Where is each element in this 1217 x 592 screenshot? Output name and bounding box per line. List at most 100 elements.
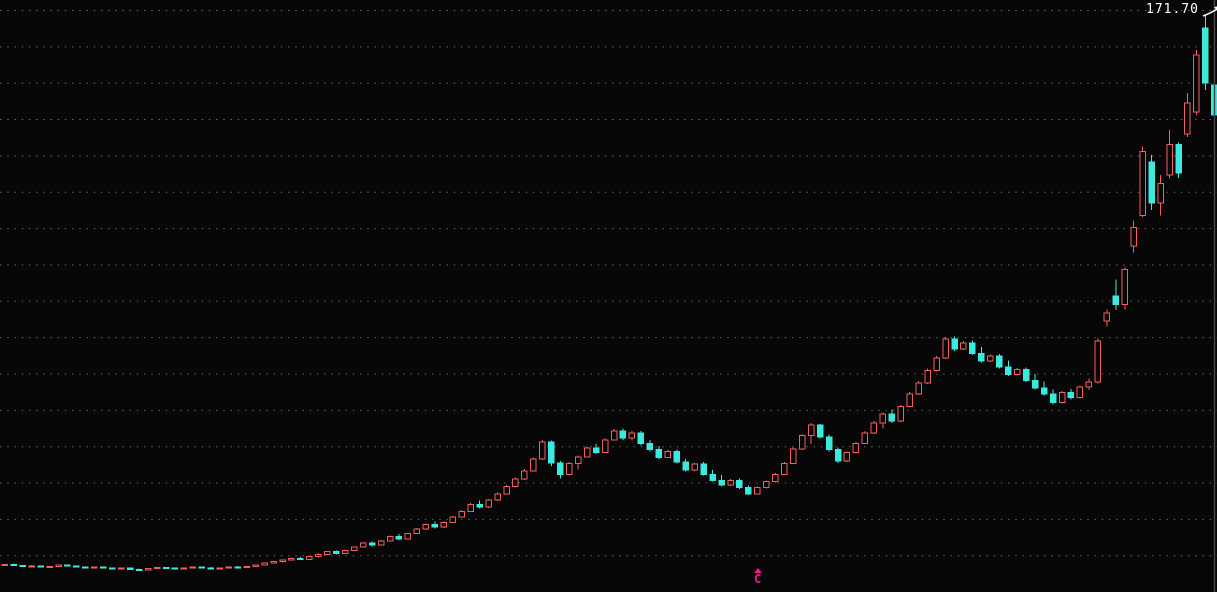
candle [834,447,842,463]
candle [189,566,197,569]
candle [100,566,107,569]
candle [951,336,958,352]
candle [1166,129,1173,179]
candle [1040,381,1048,396]
candle [413,528,421,535]
candle [664,450,672,459]
candle [126,567,134,570]
candle [816,423,824,439]
candle [1013,367,1021,376]
candle [395,534,403,540]
candle [1022,367,1030,383]
candle [1005,360,1012,377]
candle [574,455,582,470]
candle [1031,374,1039,390]
candle [807,423,815,444]
candle [1175,142,1182,178]
latest-price-label: 171.70 [1146,2,1199,17]
candle [557,460,564,479]
candle [64,564,71,567]
candle [906,392,913,408]
candle [888,409,896,424]
candle [772,472,779,483]
latest-price-annotation: 171.70 [1146,3,1217,18]
candle [261,562,268,566]
candle [28,565,35,568]
candle [610,429,618,441]
candle [467,503,474,512]
candle [754,486,761,495]
candle [359,542,367,548]
candle [825,434,833,452]
candle [243,565,250,568]
event-marker-symbol: C [754,572,762,586]
candle [333,550,340,555]
candle [709,470,716,482]
candle [700,462,707,476]
up-right-arrow-icon [1202,6,1217,17]
candle [763,480,770,489]
candle [422,523,430,531]
candle [458,509,465,518]
candle [852,441,860,454]
event-marker-triangle-icon [753,568,762,573]
candle [646,439,654,452]
candle [789,447,797,465]
candle [978,347,985,363]
candle [798,433,806,451]
candle [682,458,689,472]
candle [476,500,483,509]
candle [521,469,528,480]
candle [144,567,152,571]
candle [180,567,188,570]
candle [297,557,304,561]
candle [55,564,62,567]
candle [637,431,645,446]
candle [324,550,331,555]
candle [135,568,143,571]
candle [655,446,663,459]
candle [288,557,295,561]
candle [73,565,80,568]
candle [279,559,286,563]
candle [583,446,591,458]
candle [924,368,931,384]
candle [843,451,851,463]
candle [1076,385,1084,399]
candle [1,563,8,567]
candle [234,565,241,569]
candle [915,380,922,396]
candle [306,556,313,560]
candle [117,567,125,570]
candle [1121,267,1128,310]
candle [1139,146,1146,217]
candle [718,474,725,487]
candle [153,566,161,569]
candle [404,532,412,540]
candle [987,354,994,362]
candle [503,485,510,495]
candle [601,438,609,454]
candle [46,565,53,568]
candle [1130,220,1137,253]
candle [1184,93,1191,138]
candle [548,440,555,466]
candle [565,462,573,476]
candle [1067,388,1075,400]
candle [1193,49,1200,116]
candle [691,462,698,471]
candle [449,515,456,524]
candle [512,477,519,488]
candle [431,521,439,529]
candle [252,564,259,567]
candle [225,566,232,569]
candle [377,540,385,546]
candle [315,553,322,558]
candle [485,499,492,508]
candle [1094,338,1102,384]
candle [10,563,17,566]
candle [933,355,940,372]
candle [1049,389,1057,405]
candle [996,353,1003,369]
